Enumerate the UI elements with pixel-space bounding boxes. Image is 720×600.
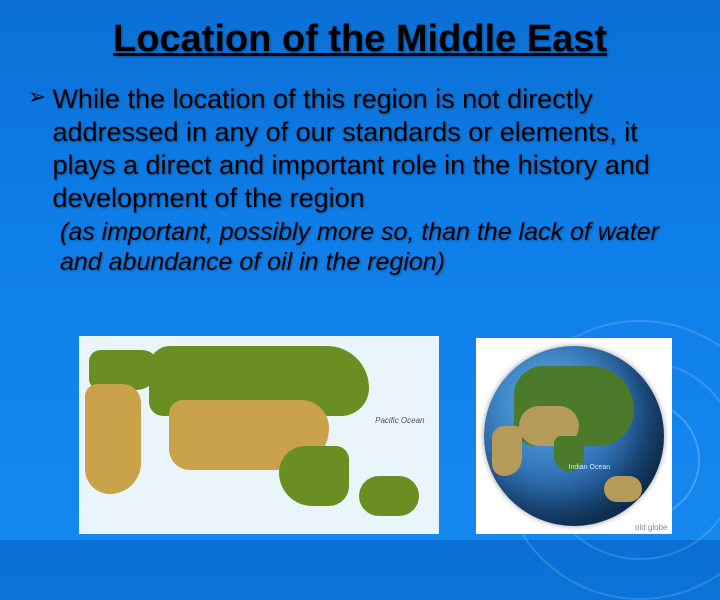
bullet-marker-icon: ➢: [28, 83, 46, 112]
image-row: Pacific Ocean Indian Ocean old globe: [0, 336, 720, 534]
world-map-image: Pacific Ocean: [79, 336, 439, 534]
main-text: While the location of this region is not…: [52, 83, 692, 215]
globe-image: Indian Ocean old globe: [476, 338, 672, 534]
slide-title: Location of the Middle East: [0, 0, 720, 61]
sub-text: (as important, possibly more so, than th…: [60, 217, 692, 278]
slide-body: ➢ While the location of this region is n…: [0, 61, 720, 278]
bullet-item: ➢ While the location of this region is n…: [28, 83, 692, 215]
map-label-pacific: Pacific Ocean: [375, 416, 424, 425]
globe-caption: old globe: [635, 523, 667, 532]
globe-label-indian: Indian Ocean: [569, 464, 611, 471]
